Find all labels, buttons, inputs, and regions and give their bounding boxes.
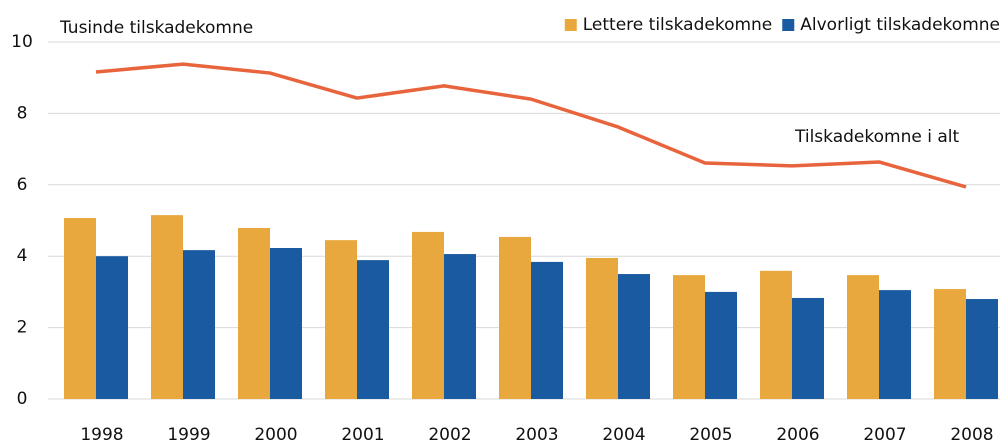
bar bbox=[847, 275, 879, 399]
bar bbox=[879, 290, 911, 399]
bar bbox=[586, 257, 618, 399]
bar bbox=[792, 297, 824, 399]
x-tick-label: 2005 bbox=[689, 425, 732, 445]
bar bbox=[444, 254, 476, 399]
legend-label: Alvorligt tilskadekomne bbox=[800, 15, 1000, 35]
x-tick-label: 2001 bbox=[341, 425, 384, 445]
bar bbox=[64, 218, 96, 399]
x-tick-label: 1998 bbox=[80, 425, 123, 445]
bar bbox=[531, 261, 563, 399]
bar bbox=[966, 299, 998, 399]
x-tick-label: 2008 bbox=[950, 425, 993, 445]
bar bbox=[357, 260, 389, 399]
bar bbox=[705, 291, 737, 399]
bar bbox=[270, 247, 302, 399]
x-tick-label: 2002 bbox=[428, 425, 471, 445]
bar bbox=[183, 250, 215, 399]
bar bbox=[934, 289, 966, 399]
x-tick-label: 2006 bbox=[776, 425, 819, 445]
y-tick-label: 6 bbox=[17, 175, 28, 195]
x-tick-label: 2003 bbox=[515, 425, 558, 445]
bar bbox=[96, 256, 128, 399]
legend-swatch bbox=[564, 19, 577, 31]
x-tick-label: 2004 bbox=[602, 425, 645, 445]
chart-title: Tusinde tilskadekomne bbox=[59, 18, 253, 38]
x-tick-label: 1999 bbox=[167, 425, 210, 445]
y-tick-label: 4 bbox=[17, 246, 28, 266]
x-tick-label: 2007 bbox=[863, 425, 906, 445]
legend-label: Lettere tilskadekomne bbox=[583, 15, 773, 35]
y-tick-label: 10 bbox=[11, 32, 33, 52]
line bbox=[95, 62, 967, 189]
bar bbox=[673, 275, 705, 399]
bar bbox=[618, 274, 650, 399]
y-tick-label: 8 bbox=[17, 103, 28, 123]
bar bbox=[499, 236, 531, 399]
x-tick-label: 2000 bbox=[254, 425, 297, 445]
legend-swatch bbox=[782, 19, 795, 31]
y-tick-label: 0 bbox=[17, 389, 28, 409]
bar bbox=[151, 215, 183, 399]
bar bbox=[325, 240, 357, 399]
bar bbox=[238, 227, 270, 399]
line-annotation: Tilskadekomne i alt bbox=[794, 127, 959, 147]
bar bbox=[760, 270, 792, 399]
y-tick-label: 2 bbox=[17, 318, 28, 338]
bar bbox=[412, 231, 444, 399]
